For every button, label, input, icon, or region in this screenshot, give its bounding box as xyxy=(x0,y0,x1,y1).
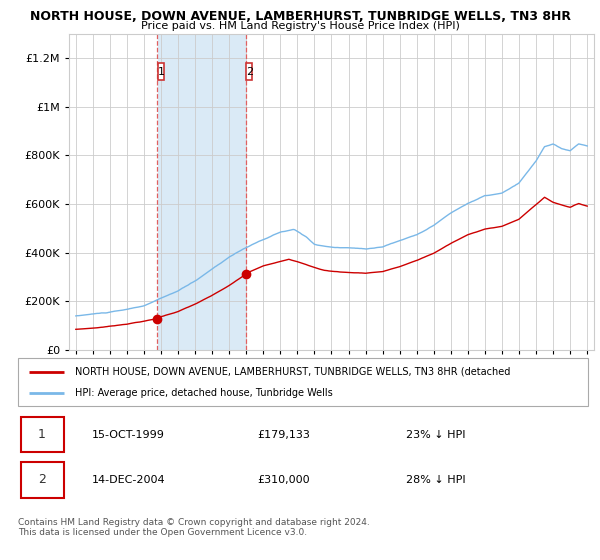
Text: 23% ↓ HPI: 23% ↓ HPI xyxy=(406,430,465,440)
Text: 1: 1 xyxy=(38,428,46,441)
Text: £310,000: £310,000 xyxy=(257,475,310,485)
Text: 15-OCT-1999: 15-OCT-1999 xyxy=(92,430,165,440)
FancyBboxPatch shape xyxy=(21,463,64,497)
Text: Contains HM Land Registry data © Crown copyright and database right 2024.
This d: Contains HM Land Registry data © Crown c… xyxy=(18,518,370,538)
FancyBboxPatch shape xyxy=(158,63,164,80)
Text: NORTH HOUSE, DOWN AVENUE, LAMBERHURST, TUNBRIDGE WELLS, TN3 8HR: NORTH HOUSE, DOWN AVENUE, LAMBERHURST, T… xyxy=(29,10,571,23)
FancyBboxPatch shape xyxy=(21,417,64,452)
FancyBboxPatch shape xyxy=(18,358,588,406)
Text: 2: 2 xyxy=(38,473,46,487)
Text: 2: 2 xyxy=(246,67,253,77)
Text: NORTH HOUSE, DOWN AVENUE, LAMBERHURST, TUNBRIDGE WELLS, TN3 8HR (detached: NORTH HOUSE, DOWN AVENUE, LAMBERHURST, T… xyxy=(75,367,511,377)
Text: HPI: Average price, detached house, Tunbridge Wells: HPI: Average price, detached house, Tunb… xyxy=(75,388,333,398)
FancyBboxPatch shape xyxy=(247,63,253,80)
Text: £179,133: £179,133 xyxy=(257,430,310,440)
Text: 28% ↓ HPI: 28% ↓ HPI xyxy=(406,475,465,485)
Text: 14-DEC-2004: 14-DEC-2004 xyxy=(92,475,166,485)
Text: 1: 1 xyxy=(158,67,165,77)
Text: Price paid vs. HM Land Registry's House Price Index (HPI): Price paid vs. HM Land Registry's House … xyxy=(140,21,460,31)
